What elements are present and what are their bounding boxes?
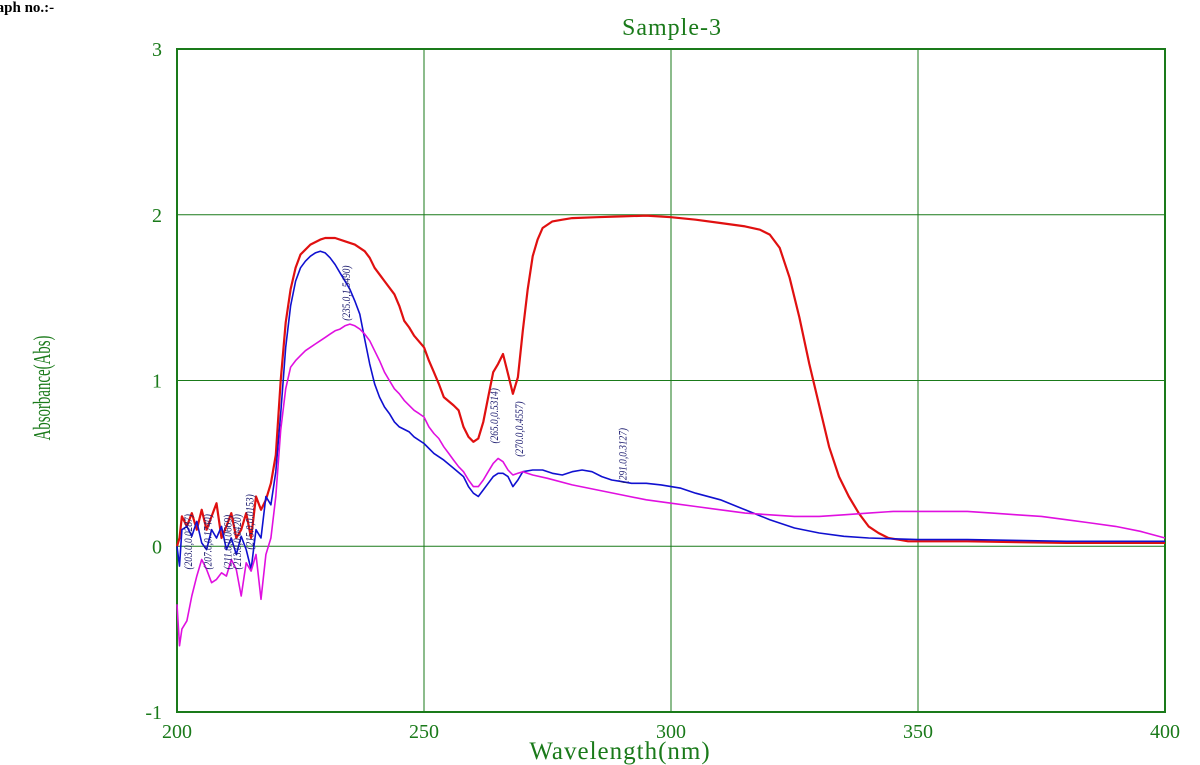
peak-annotation: (291.0,0.3127)	[616, 428, 629, 484]
y-tick-label: -1	[145, 702, 162, 724]
x-tick-label: 350	[903, 721, 933, 743]
grid-lines	[177, 49, 1165, 712]
series-line-1	[175, 214, 1165, 547]
peak-annotation: (207.0,0.1740)	[202, 514, 215, 570]
y-tick-label: 2	[152, 205, 162, 227]
x-axis-label: Wavelength(nm)	[529, 738, 710, 765]
x-tick-label: 200	[162, 721, 192, 743]
peak-annotation: (265.0,0.5314)	[488, 388, 501, 444]
series-line-2	[176, 250, 1165, 571]
y-tick-label: 3	[152, 39, 162, 61]
annotation-layer: (203.0,0.0287) (207.0,0.1740) (211.0,0.066…	[182, 265, 630, 569]
peak-annotation: (270.0,0.4557)	[513, 401, 526, 457]
x-tick-label: 300	[656, 721, 686, 743]
y-axis-label: Absorbance(Abs)	[30, 336, 56, 441]
peak-annotation: (211.0,0.0669)	[221, 515, 234, 570]
y-tick-label: 0	[152, 536, 162, 558]
peak-annotation: (215.0,0.0153)	[244, 494, 257, 550]
series-line-3	[176, 323, 1166, 647]
y-tick-label: 1	[152, 371, 162, 393]
plot-frame	[176, 48, 1166, 713]
series-layer	[175, 214, 1166, 647]
peak-annotation: (213.0,0.0420)	[231, 514, 244, 570]
x-tick-label: 250	[409, 721, 439, 743]
tick-labels: 200 250 300 350 400 -1 0 1 2 3	[145, 39, 1180, 743]
peak-annotation: (203.0,0.0287)	[182, 514, 195, 570]
chart-title: Sample-3	[622, 15, 722, 41]
peak-annotation: (235.0,1.5490)	[340, 265, 353, 321]
page-heading: raph no.:-	[0, 0, 55, 16]
x-tick-label: 400	[1150, 721, 1180, 743]
